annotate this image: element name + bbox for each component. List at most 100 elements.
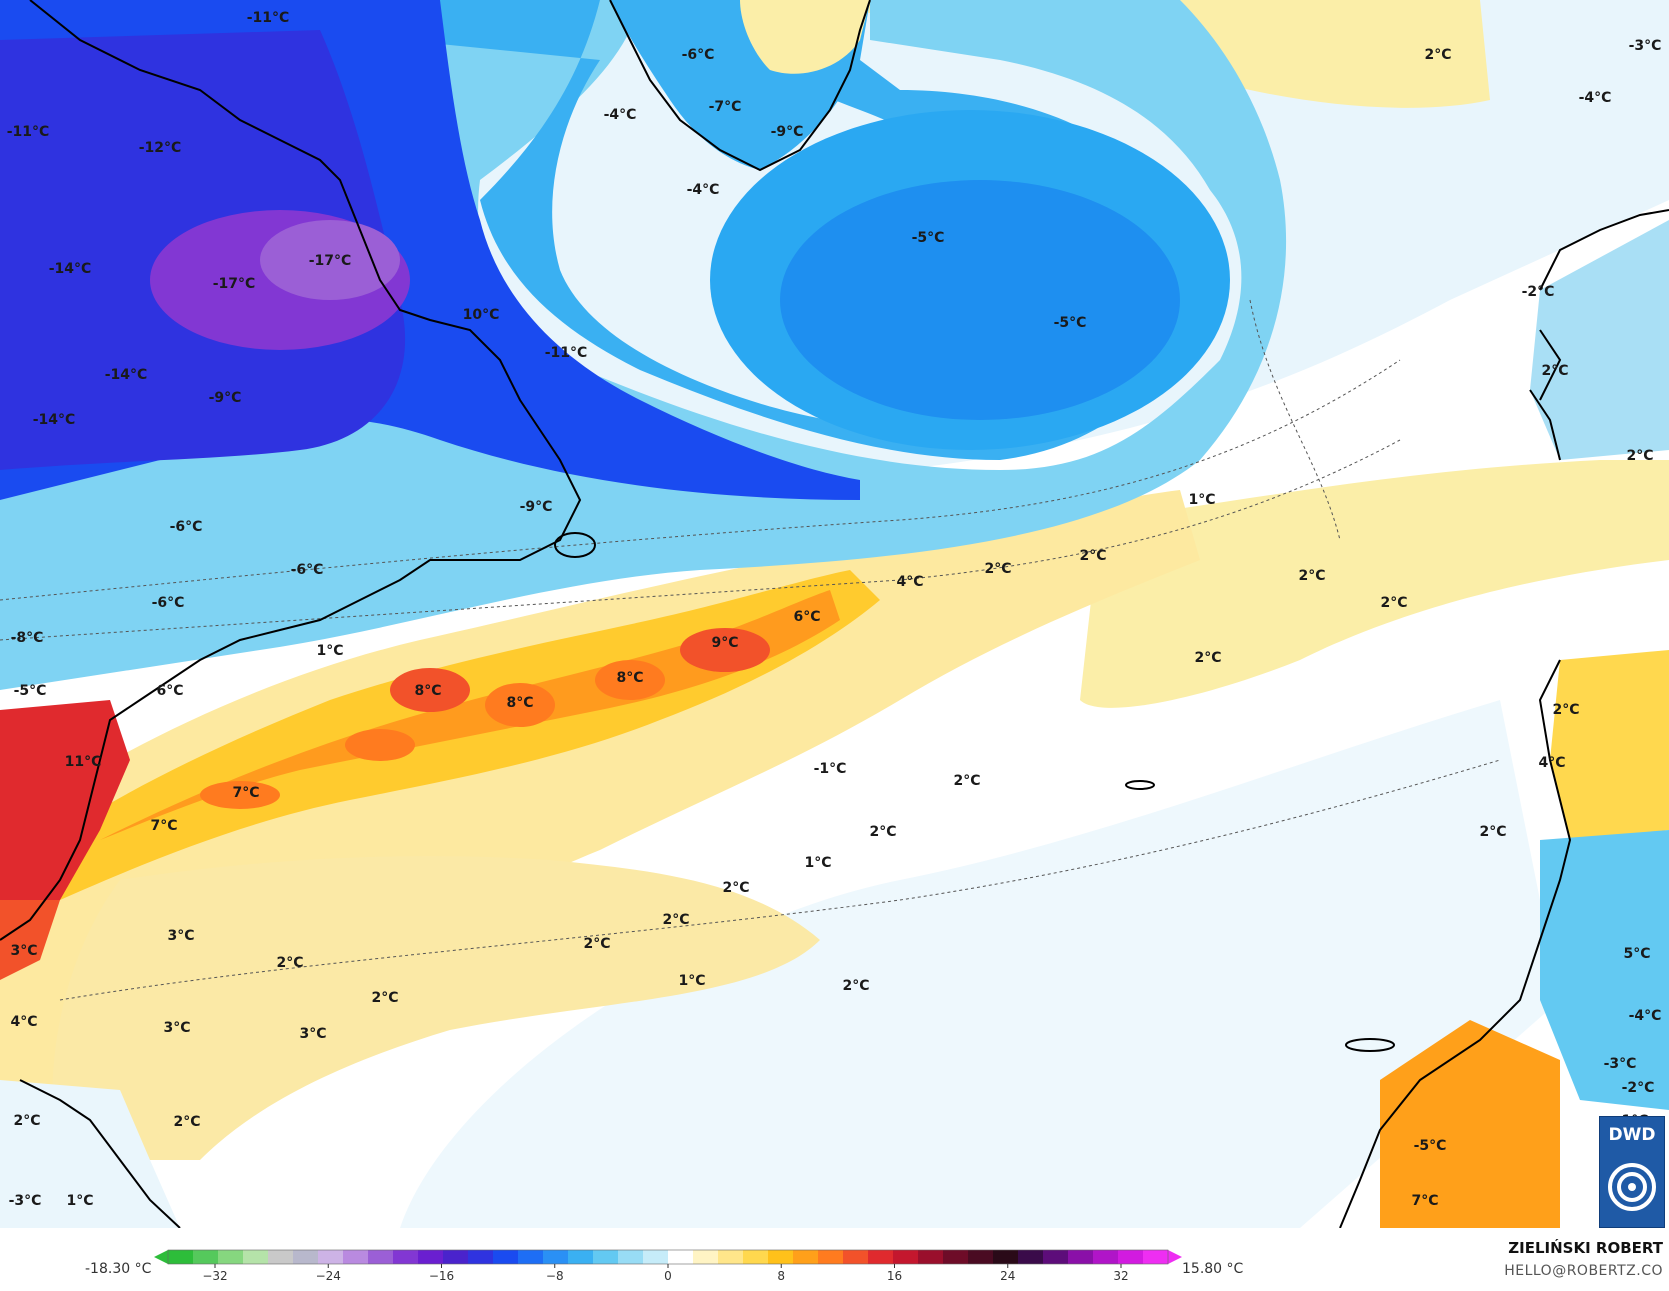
temperature-label: 1°C [678, 973, 705, 989]
temperature-label: -6°C [170, 519, 203, 535]
colorbar-segment [718, 1250, 744, 1264]
colorbar-segment [743, 1250, 769, 1264]
hotspot-7b [200, 781, 280, 809]
temperature-label: -6°C [291, 562, 324, 578]
temperature-label: -3°C [9, 1193, 42, 1209]
temperature-label: 2°C [842, 978, 869, 994]
colorbar-segment [1143, 1250, 1169, 1264]
temperature-label: 1°C [1188, 492, 1215, 508]
temperature-label: -4°C [1579, 90, 1612, 106]
temperature-label: 2°C [1079, 548, 1106, 564]
mid-right-yellow [1080, 460, 1669, 708]
dwd-swirl-icon [1608, 1163, 1656, 1211]
colorbar-segment [1093, 1250, 1119, 1264]
newfoundland-outline [554, 532, 596, 558]
hotspot-8a [390, 668, 470, 712]
temperature-label: -1°C [814, 761, 847, 777]
colorbar-tick-label: −32 [202, 1269, 227, 1283]
uk-land [1530, 220, 1669, 460]
temperature-label: 2°C [722, 880, 749, 896]
colorbar-tick-label: −8 [546, 1269, 564, 1283]
temperature-label: 2°C [13, 1113, 40, 1129]
temperature-label: -14°C [49, 261, 92, 277]
hotspot-9 [680, 628, 770, 672]
colorbar-segment [293, 1250, 319, 1264]
temperature-label: 4°C [10, 1014, 37, 1030]
temperature-label: -8°C [11, 630, 44, 646]
colorbar-segment [843, 1250, 869, 1264]
temperature-label: -6°C [152, 595, 185, 611]
colorbar-tick-label: 8 [777, 1269, 785, 1283]
ne-yellow [700, 0, 1490, 108]
hotspot-7 [345, 729, 415, 761]
temperature-label: -17°C [309, 253, 352, 269]
temperature-map: -11°C -6°C -7°C -9°C -4°C -4°C -11°C -12°C -14°C… [0, 0, 1669, 1228]
us-land-orange [0, 900, 60, 980]
colorbar-segment [918, 1250, 944, 1264]
temperature-label: 2°C [984, 561, 1011, 577]
colorbar-segment [243, 1250, 269, 1264]
europe-coastline [1529, 209, 1669, 461]
dwd-logo: DWD [1599, 1116, 1665, 1228]
colorbar-tick-label: 16 [887, 1269, 902, 1283]
colorbar-tick-label: 24 [1000, 1269, 1015, 1283]
temperature-label: -14°C [33, 412, 76, 428]
temperature-label: -9°C [771, 124, 804, 140]
temperature-label: 3°C [10, 943, 37, 959]
colorbar-segment [943, 1250, 969, 1264]
colorbar-segment [1043, 1250, 1069, 1264]
colorbar-segment [368, 1250, 394, 1264]
temperature-label: 2°C [371, 990, 398, 1006]
temperature-label: 6°C [793, 609, 820, 625]
temperature-label: -9°C [209, 390, 242, 406]
colorbar-segment [593, 1250, 619, 1264]
temperature-label: -2°C [1522, 284, 1555, 300]
temperature-labels: -11°C -6°C -7°C -9°C -4°C -4°C -11°C -12°C -14°C… [7, 10, 1662, 1209]
colorbar-segment [318, 1250, 344, 1264]
colorbar-segment [818, 1250, 844, 1264]
colorbar-tick-label: 0 [664, 1269, 672, 1283]
temperature-label: 8°C [506, 695, 533, 711]
temperature-label: 3°C [167, 928, 194, 944]
temperature-label: 3°C [299, 1026, 326, 1042]
cold-east-pool-core [780, 180, 1180, 420]
us-land-warm [0, 700, 130, 920]
temperature-label: 2°C [1380, 595, 1407, 611]
hotspot-8b [485, 683, 555, 727]
temperature-label: 2°C [953, 773, 980, 789]
temperature-label: 2°C [1194, 650, 1221, 666]
colorbar-segments [154, 1249, 1182, 1265]
temperature-label: -14°C [105, 367, 148, 383]
temperature-label: 2°C [869, 824, 896, 840]
temperature-label: -3°C [1604, 1056, 1637, 1072]
iberia-africa-coastline [1339, 659, 1572, 1228]
temperature-label: 8°C [616, 670, 643, 686]
na-coastline [0, 0, 582, 941]
temperature-label: -17°C [213, 276, 256, 292]
credit-name: ZIELIŃSKI ROBERT [1508, 1239, 1663, 1257]
iberia-land [1550, 650, 1669, 840]
temperature-label: 1°C [804, 855, 831, 871]
temperature-label: 10°C [463, 307, 500, 323]
isotherm-3-line [1249, 299, 1341, 541]
colorbar-tick-label: −16 [429, 1269, 454, 1283]
caribbean-coastline [19, 1079, 181, 1228]
colorbar-tick-label: −24 [316, 1269, 341, 1283]
colorbar-segment [768, 1250, 794, 1264]
warm-band-hot [100, 590, 840, 840]
colorbar-segment [1068, 1250, 1094, 1264]
colorbar-segment [1118, 1250, 1144, 1264]
temperature-label: -4°C [687, 182, 720, 198]
colorbar-segment [568, 1250, 594, 1264]
colorbar-segment [993, 1250, 1019, 1264]
temperature-label: -3°C [1629, 38, 1662, 54]
temperature-label: -5°C [1054, 315, 1087, 331]
temperature-label: 9°C [711, 635, 738, 651]
pale-blue-band [400, 700, 1560, 1228]
colorbar-segment [418, 1250, 444, 1264]
hotspot-8c [595, 660, 665, 700]
temperature-label: 1°C [316, 643, 343, 659]
colorbar-tick-label: 32 [1113, 1269, 1128, 1283]
colorbar-ticks: −32 −24 −16 −8 0 8 16 24 32 [202, 1264, 1129, 1283]
colorbar: −32 −24 −16 −8 0 8 16 24 32 [154, 1249, 1182, 1283]
